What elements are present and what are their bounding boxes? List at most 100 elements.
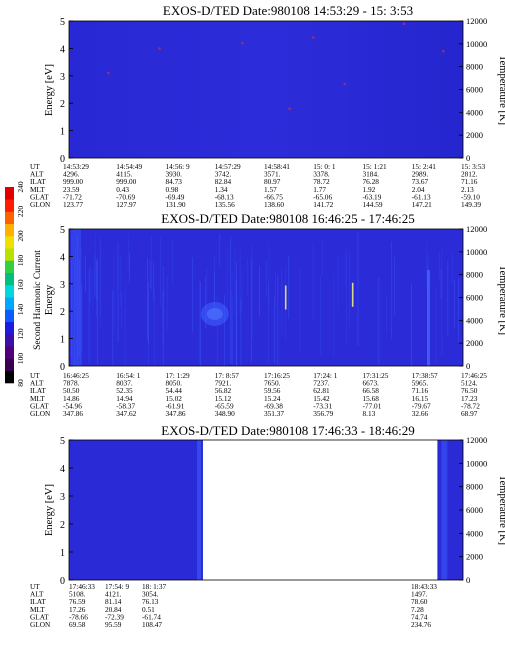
ephemeris-value: 348.90 bbox=[215, 409, 235, 418]
ephemeris-value: 84.73 bbox=[166, 177, 183, 186]
ephemeris-value: 16:54: 1 bbox=[116, 371, 140, 380]
ephemeris-row-label: GLAT bbox=[30, 192, 49, 201]
ephemeris-value: 14.94 bbox=[116, 394, 133, 403]
ephemeris-value: 131.90 bbox=[166, 200, 186, 209]
ephemeris-value: 15: 1:21 bbox=[363, 162, 387, 171]
ephemeris-row-label: GLAT bbox=[30, 401, 49, 410]
y2-tick-label: 0 bbox=[466, 361, 470, 371]
ephemeris-value: -78.72 bbox=[461, 401, 480, 410]
ephemeris-value: 2.13 bbox=[461, 185, 474, 194]
ephemeris-value: 7237. bbox=[313, 379, 330, 388]
ephemeris-value: 347.62 bbox=[116, 409, 136, 418]
colorbar-tick-label: 200 bbox=[16, 230, 25, 242]
y2-tick-label: 12000 bbox=[466, 16, 487, 26]
y2-tick-label: 8000 bbox=[466, 62, 483, 72]
ephemeris-row-label: ALT bbox=[30, 379, 44, 388]
ephemeris-value: -70.69 bbox=[116, 192, 135, 201]
colorbar-swatch bbox=[5, 346, 14, 359]
ephemeris-value: 149.39 bbox=[461, 200, 481, 209]
colorbar-ticks: 80 100 120 140 160 180 200 220 240 bbox=[16, 181, 25, 387]
ephemeris-value: 59.56 bbox=[264, 386, 281, 395]
y2-tick-label: 10000 bbox=[466, 458, 487, 468]
panel-1-y2label: Temperature [K] bbox=[497, 55, 505, 125]
colorbar-tick-label: 100 bbox=[16, 353, 25, 365]
panel-3-y2-axis: 0 2000 4000 6000 8000 10000 12000 bbox=[459, 435, 487, 585]
ephemeris-value: -66.75 bbox=[264, 192, 283, 201]
colorbar-swatch bbox=[5, 211, 14, 225]
ephemeris-value: 8050. bbox=[166, 379, 183, 388]
y-tick-label: 1 bbox=[60, 335, 65, 346]
streak-column bbox=[71, 229, 81, 366]
ephemeris-row-label: ALT bbox=[30, 590, 44, 599]
ephemeris-value: 17:46:25 bbox=[461, 371, 487, 380]
ephemeris-value: 108.47 bbox=[142, 620, 162, 629]
y2-tick-label: 0 bbox=[466, 153, 470, 163]
ephemeris-value: 17:16:25 bbox=[264, 371, 290, 380]
ephemeris-value: 18:43:33 bbox=[411, 582, 437, 591]
ephemeris-value: 14:57:29 bbox=[215, 162, 241, 171]
y-tick-label: 4 bbox=[60, 44, 65, 55]
ephemeris-value: 15.42 bbox=[313, 394, 330, 403]
ephemeris-row-label: UT bbox=[30, 162, 40, 171]
ephemeris-value: 81.14 bbox=[105, 597, 122, 606]
ephemeris-value: -58.37 bbox=[116, 401, 135, 410]
ephemeris-value: 6673. bbox=[363, 379, 380, 388]
ephemeris-value: 14.86 bbox=[63, 394, 80, 403]
ephemeris-value: 14:54:49 bbox=[116, 162, 142, 171]
ephemeris-row-label: MLT bbox=[30, 394, 45, 403]
y2-tick-label: 6000 bbox=[466, 293, 483, 303]
ephemeris-value: -61.91 bbox=[166, 401, 185, 410]
ephemeris-value: 17:31:25 bbox=[363, 371, 389, 380]
colorbar-swatch bbox=[5, 321, 14, 335]
colorbar-swatch bbox=[5, 260, 14, 274]
ephemeris-value: 347.86 bbox=[63, 409, 83, 418]
y2-tick-label: 2000 bbox=[466, 338, 483, 348]
panel-2-y2label: Temperature [K] bbox=[497, 265, 505, 335]
ephemeris-value: -69.38 bbox=[264, 401, 283, 410]
ephemeris-value: 14:56: 9 bbox=[166, 162, 190, 171]
ephemeris-value: 356.79 bbox=[313, 409, 333, 418]
colorbar-swatch bbox=[5, 248, 14, 261]
colorbar-swatch bbox=[5, 285, 14, 298]
y-tick-label: 4 bbox=[60, 252, 65, 263]
ephemeris-value: -54.96 bbox=[63, 401, 82, 410]
panel-3: EXOS-D/TED Date:980108 17:46:33 - 18:46:… bbox=[30, 423, 505, 629]
ephemeris-value: -63.19 bbox=[363, 192, 382, 201]
ephemeris-value: -65.59 bbox=[215, 401, 234, 410]
ephemeris-value: -72.39 bbox=[105, 612, 124, 621]
feature-hotspot bbox=[343, 82, 347, 86]
coverage-streak bbox=[197, 440, 202, 580]
panel-2-ephemeris: UTALTILATMLTGLATGLON16:46:257878.50.5014… bbox=[30, 371, 487, 418]
ephemeris-value: 3054. bbox=[142, 590, 159, 599]
feature-hotspot bbox=[107, 71, 110, 75]
ephemeris-row-label: ALT bbox=[30, 170, 44, 179]
panel-3-coverage bbox=[69, 440, 463, 580]
ephemeris-value: -71.72 bbox=[63, 192, 82, 201]
panel-2: EXOS-D/TED Date:980108 16:46:25 - 17:46:… bbox=[30, 211, 505, 418]
y2-tick-label: 12000 bbox=[466, 224, 487, 234]
ephemeris-value: 76.50 bbox=[461, 386, 478, 395]
ephemeris-value: 4115. bbox=[116, 170, 132, 179]
ephemeris-value: 351.37 bbox=[264, 409, 284, 418]
ephemeris-value: 147.21 bbox=[412, 200, 432, 209]
ephemeris-value: 32.66 bbox=[412, 409, 429, 418]
ephemeris-value: 1.77 bbox=[313, 185, 326, 194]
ephemeris-value: 0.98 bbox=[166, 185, 179, 194]
ephemeris-value: 7878. bbox=[63, 379, 80, 388]
ephemeris-row-label: MLT bbox=[30, 605, 45, 614]
colorbar-tick-label: 220 bbox=[16, 206, 25, 218]
colorbar-tick-label: 140 bbox=[16, 304, 25, 316]
colorbar-swatch bbox=[5, 187, 14, 200]
panel-1-ylabel: Energy [eV] bbox=[44, 64, 55, 116]
ephemeris-value: 8037. bbox=[116, 379, 133, 388]
panel-2-y-axis: 0 1 2 3 4 5 bbox=[60, 225, 73, 373]
ephemeris-value: 0.51 bbox=[142, 605, 155, 614]
ephemeris-value: 127.97 bbox=[116, 200, 136, 209]
ephemeris-value: 4121. bbox=[105, 590, 122, 599]
ephemeris-value: 15.12 bbox=[215, 394, 232, 403]
ephemeris-value: 15: 3:53 bbox=[461, 162, 485, 171]
ephemeris-value: -65.06 bbox=[313, 192, 332, 201]
colorbar-tick-label: 160 bbox=[16, 279, 25, 291]
ephemeris-value: 144.59 bbox=[363, 200, 383, 209]
y2-tick-label: 2000 bbox=[466, 130, 483, 140]
